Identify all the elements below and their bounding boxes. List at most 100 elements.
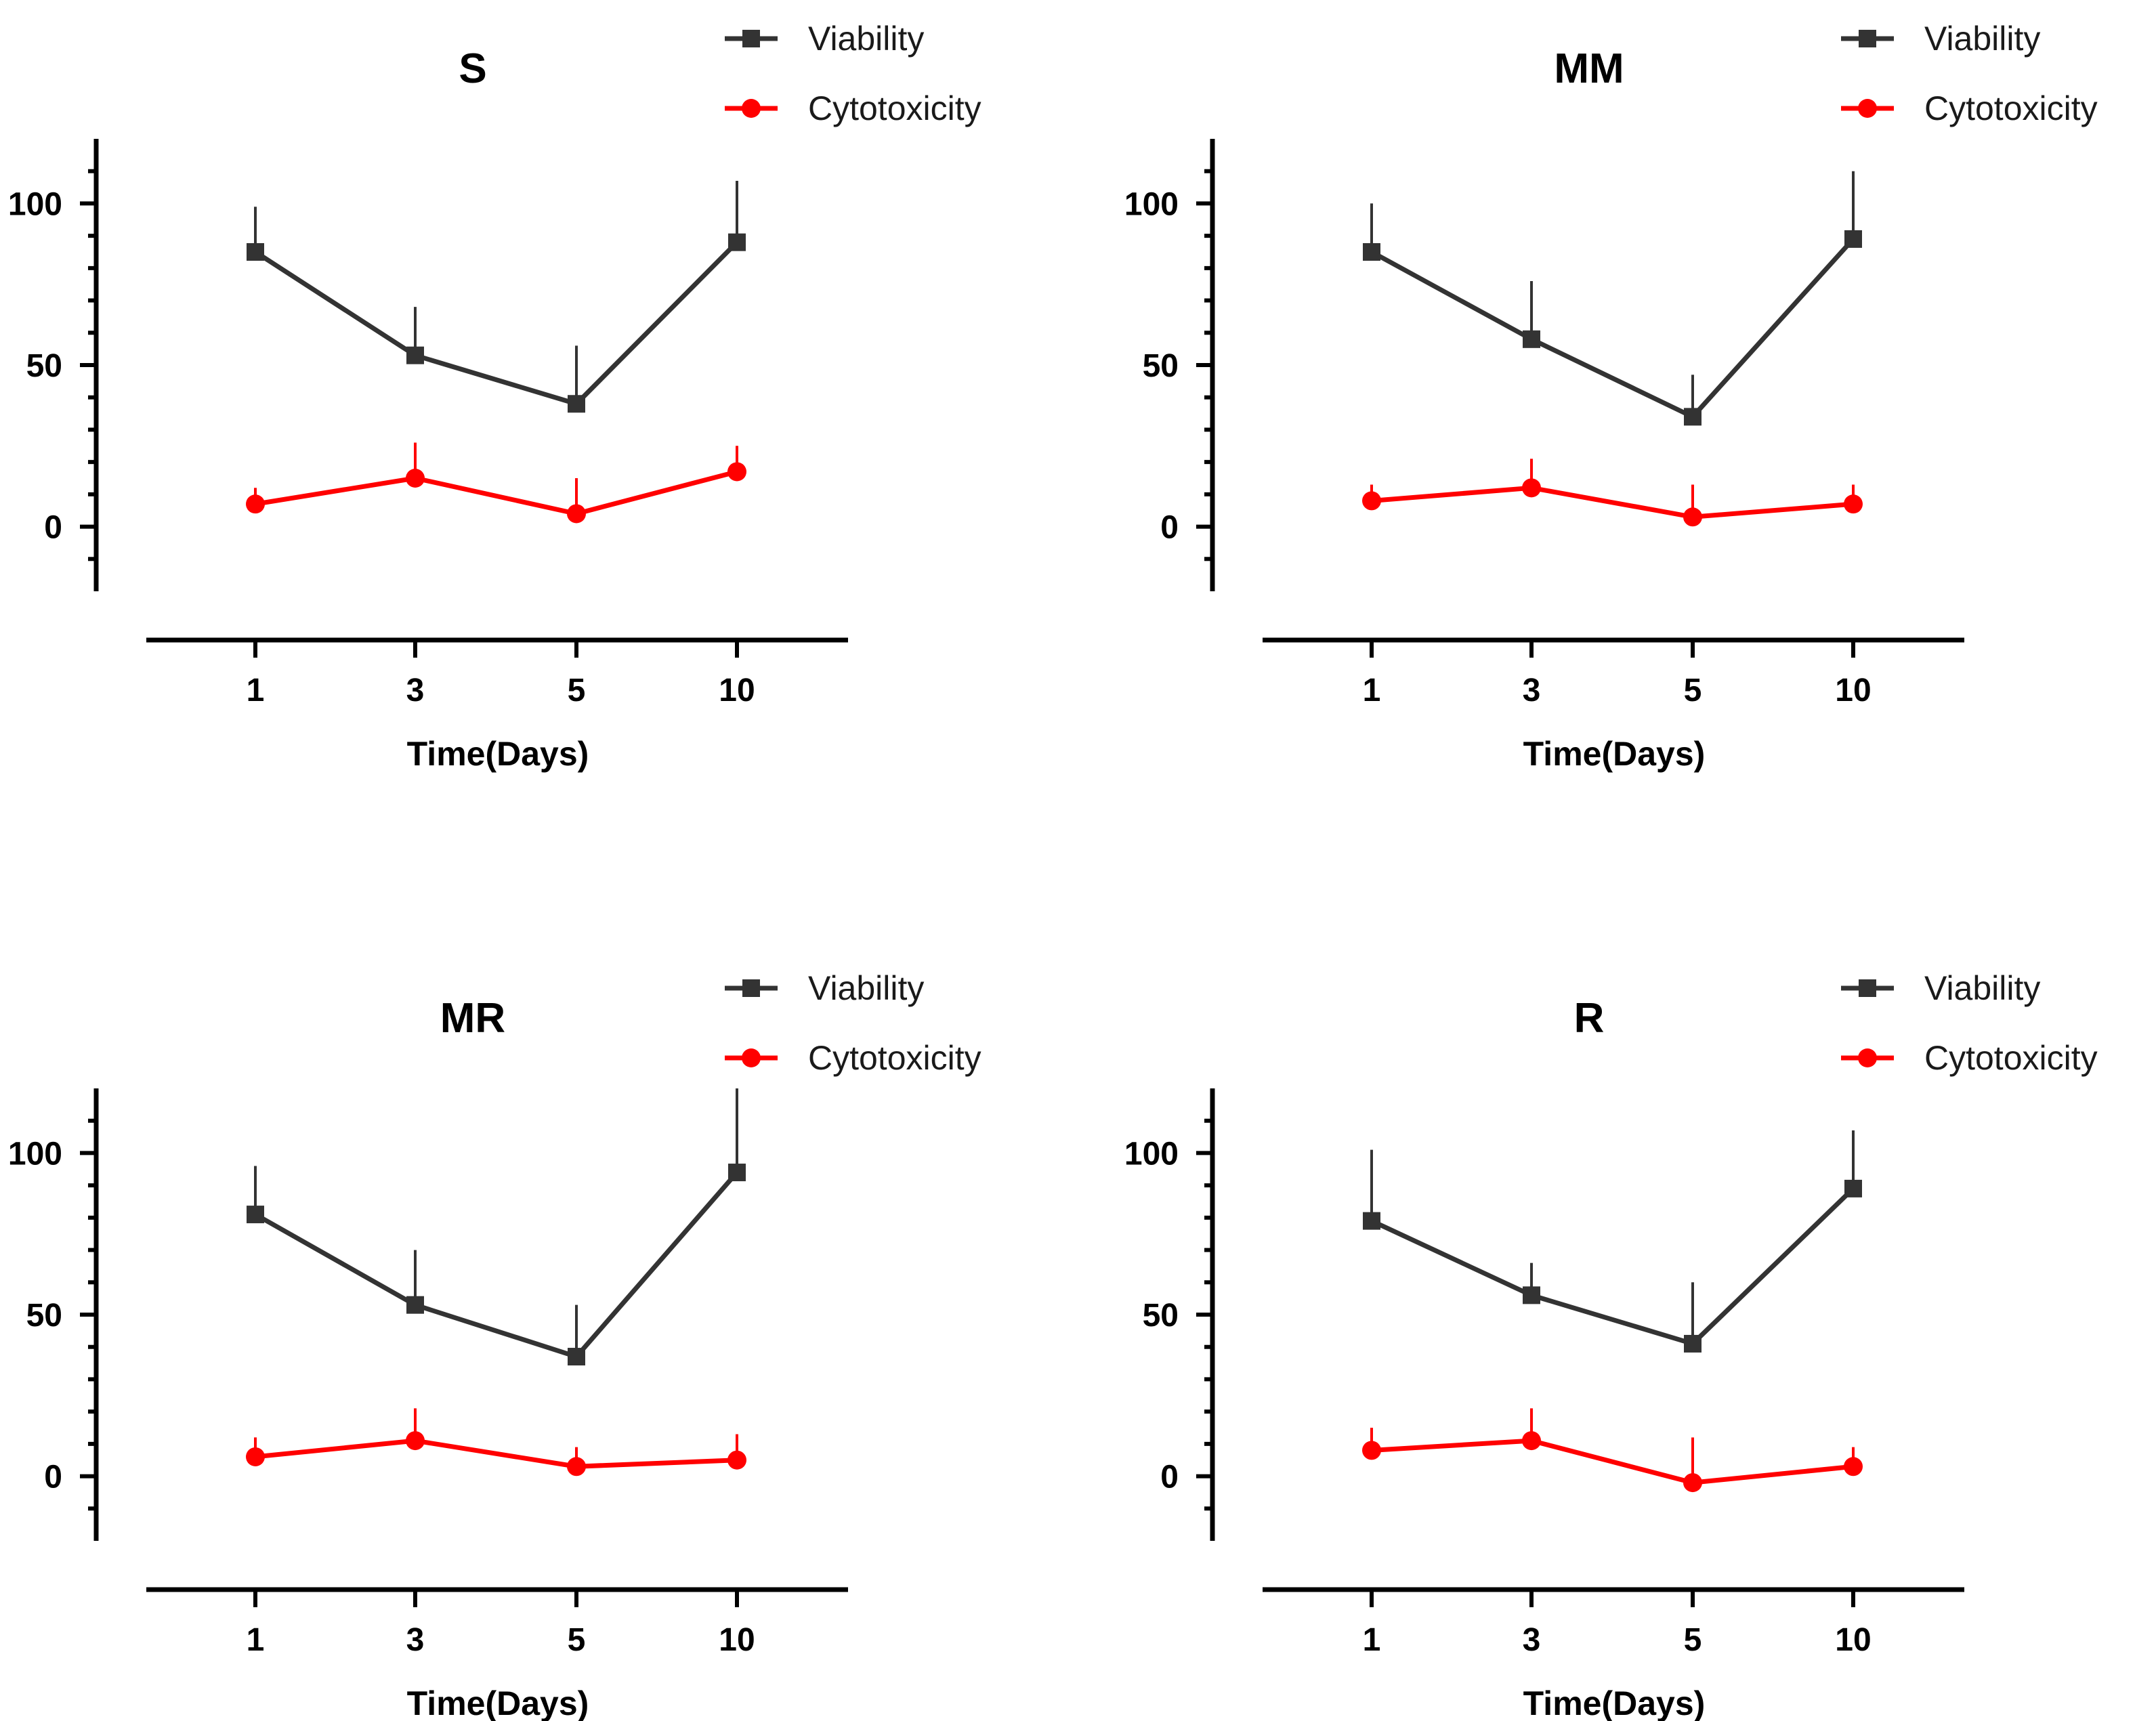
data-point-square	[568, 1348, 585, 1366]
data-point-circle	[727, 1450, 746, 1470]
data-point-circle	[727, 462, 746, 482]
x-axis-title: Time(Days)	[407, 735, 589, 773]
data-point-square	[1684, 1334, 1701, 1353]
x-tick-label: 5	[1684, 1622, 1702, 1658]
y-tick-label: 100	[1124, 186, 1179, 222]
y-tick-label: 0	[1160, 510, 1179, 546]
x-tick-label: 3	[406, 673, 425, 708]
series-line	[255, 469, 738, 516]
legend-item-cytotoxicity: Cytotoxicity	[725, 89, 981, 127]
legend-label: Viability	[1924, 969, 2040, 1007]
x-tick-label: 10	[1835, 673, 1871, 708]
legend-label: Viability	[808, 969, 924, 1007]
y-tick-label: 50	[1143, 348, 1179, 384]
chart-title: MR	[440, 995, 505, 1042]
legend-label: Viability	[808, 20, 924, 58]
data-point-circle	[1362, 1441, 1381, 1460]
x-axis-title: Time(Days)	[1523, 735, 1706, 773]
data-point-circle	[1683, 507, 1702, 527]
legend-label: Viability	[1924, 20, 2040, 58]
data-point-circle	[1844, 494, 1863, 514]
data-point-square	[728, 1164, 746, 1182]
y-tick-label: 50	[26, 348, 62, 384]
x-tick-label: 5	[568, 1622, 586, 1658]
y-tick-label: 0	[1160, 1460, 1179, 1495]
x-tick-label: 5	[568, 673, 586, 708]
chart-panel-r: R 100 50 0 1 3 5 10 Time(Days) Viability Cytotoxic…	[1124, 969, 2098, 1721]
series-viability	[1363, 1130, 1862, 1353]
legend-label: Cytotoxicity	[1924, 89, 2098, 127]
data-point-square	[406, 346, 424, 364]
legend-label: Cytotoxicity	[808, 89, 981, 127]
chart-title: S	[459, 45, 486, 92]
x-tick-label: 3	[406, 1622, 425, 1658]
legend-item-viability: Viability	[1841, 20, 2040, 58]
x-tick-label: 10	[719, 1622, 755, 1658]
data-point-square	[728, 233, 746, 251]
legend-marker-square	[1859, 979, 1876, 997]
series-viability	[247, 1088, 746, 1366]
legend-marker-circle	[742, 1048, 761, 1067]
x-axis-title: Time(Days)	[407, 1684, 589, 1721]
y-tick-label: 100	[8, 186, 62, 222]
chart-title: R	[1574, 995, 1605, 1042]
legend-item-viability: Viability	[725, 969, 924, 1007]
y-tick-label: 50	[1143, 1298, 1179, 1334]
x-tick-label: 1	[1363, 673, 1381, 708]
series-line	[254, 1170, 739, 1359]
legend-label: Cytotoxicity	[1924, 1039, 2098, 1077]
chart-panel-s: S 100 50 0 1 3 5 10 Time(Days) Viability Cytotoxic…	[8, 20, 981, 773]
data-point-circle	[567, 1457, 586, 1476]
y-tick-label: 100	[8, 1136, 62, 1172]
series-viability	[247, 181, 746, 413]
y-tick-label: 50	[26, 1298, 62, 1334]
x-axis-title: Time(Days)	[1523, 1684, 1706, 1721]
series-viability	[1363, 171, 1862, 426]
chart-title: MM	[1554, 45, 1624, 92]
legend-marker-square	[1859, 30, 1876, 47]
legend-item-cytotoxicity: Cytotoxicity	[1841, 1039, 2098, 1077]
series-line	[255, 1438, 738, 1469]
data-point-square	[1844, 230, 1862, 248]
data-point-square	[247, 1206, 264, 1224]
data-point-circle	[1362, 491, 1381, 511]
x-tick-label: 1	[247, 673, 265, 708]
x-tick-label: 1	[1363, 1622, 1381, 1658]
series-line	[1371, 1438, 1854, 1485]
legend-item-viability: Viability	[1841, 969, 2040, 1007]
legend-marker-square	[742, 979, 760, 997]
chart-panel-mm: MM 100 50 0 1 3 5 10 Time(Days) Viability Cytotoxi…	[1124, 20, 2098, 773]
data-point-square	[247, 243, 264, 261]
data-point-square	[568, 395, 585, 413]
data-point-circle	[406, 469, 425, 488]
x-tick-label: 3	[1523, 673, 1541, 708]
series-cytotoxicity	[1362, 1408, 1863, 1493]
x-tick-label: 5	[1684, 673, 1702, 708]
y-tick-label: 0	[44, 510, 62, 546]
series-cytotoxicity	[246, 1408, 746, 1476]
data-point-circle	[246, 1447, 265, 1466]
data-point-circle	[246, 494, 265, 514]
x-tick-label: 3	[1523, 1622, 1541, 1658]
series-cytotoxicity	[1362, 459, 1863, 527]
legend-label: Cytotoxicity	[808, 1039, 981, 1077]
data-point-square	[1363, 243, 1380, 261]
legend-marker-circle	[742, 99, 761, 118]
legend-item-viability: Viability	[725, 20, 924, 58]
legend-item-cytotoxicity: Cytotoxicity	[725, 1039, 981, 1077]
chart-panel-mr: MR 100 50 0 1 3 5 10 Time(Days) Viability Cytotoxi…	[8, 969, 981, 1721]
data-point-circle	[1522, 1431, 1541, 1451]
y-tick-label: 100	[1124, 1136, 1179, 1172]
legend-marker-square	[742, 30, 760, 47]
legend-marker-circle	[1858, 1048, 1877, 1067]
data-point-square	[1844, 1179, 1862, 1197]
data-point-square	[1684, 408, 1701, 426]
legend-marker-circle	[1858, 99, 1877, 118]
series-line	[254, 240, 739, 406]
x-tick-label: 10	[1835, 1622, 1871, 1658]
series-line	[1371, 485, 1854, 519]
data-point-circle	[1522, 478, 1541, 498]
data-point-square	[406, 1296, 424, 1314]
series-line	[1370, 1187, 1855, 1346]
y-tick-label: 0	[44, 1460, 62, 1495]
